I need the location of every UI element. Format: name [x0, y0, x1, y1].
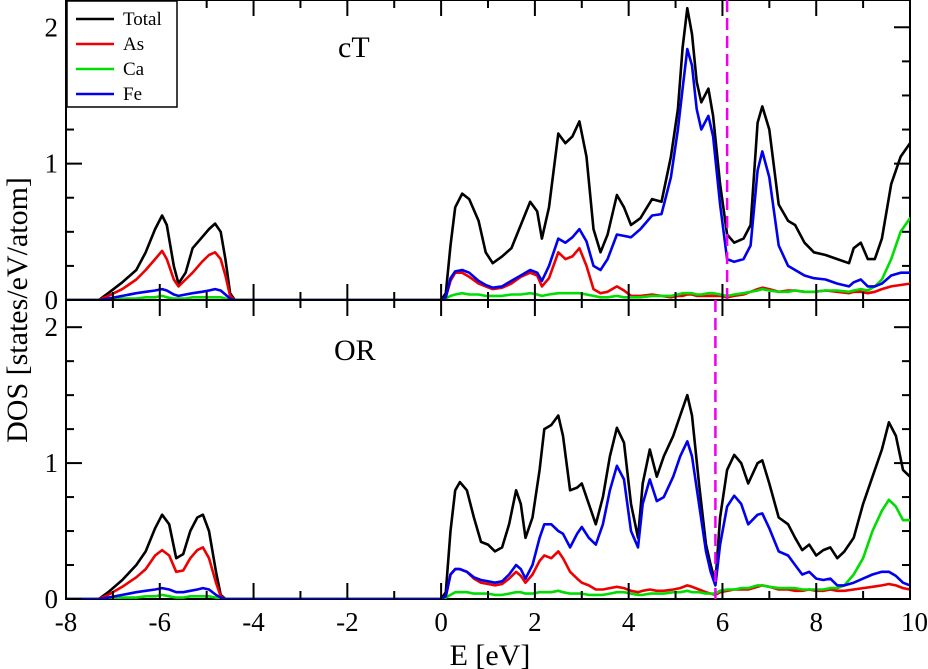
x-tick-label: -6: [149, 607, 172, 637]
x-tick-label: 4: [622, 607, 636, 637]
x-tick-label: -2: [336, 607, 359, 637]
y-tick-label: 1: [45, 149, 59, 179]
y-tick-label: 2: [45, 312, 59, 342]
series-line-or-fe: [66, 440, 910, 599]
legend-label-ca: Ca: [123, 59, 145, 80]
panel-label-ct: cT: [338, 31, 370, 64]
x-tick-label: 2: [528, 607, 542, 637]
panel-or: 0 1 2 OR: [45, 299, 911, 614]
series-line-ct-total: [66, 6, 910, 300]
panel-label-or: OR: [334, 334, 376, 367]
y-tick-label: 0: [45, 584, 59, 614]
series-line-or-as: [66, 546, 910, 599]
y-tick-label: 0: [45, 285, 59, 315]
x-tick-label: 6: [716, 607, 730, 637]
series-line-ct-fe: [66, 47, 910, 300]
legend-label-total: Total: [123, 9, 162, 30]
panel-ct: 0 1 2 cT: [45, 0, 911, 315]
x-tick-labels: -8 -6 -4 -2 0 2 4 6 8 10: [55, 607, 928, 637]
y-axis-title: DOS [states/eV/atom]: [1, 177, 34, 443]
x-tick-label: -4: [242, 607, 265, 637]
y-tick-label: 1: [45, 448, 59, 478]
series-line-or-total: [66, 393, 910, 599]
x-tick-label: -8: [55, 607, 78, 637]
legend-label-fe: Fe: [123, 84, 142, 105]
x-tick-label: 0: [434, 607, 448, 637]
legend: Total As Ca Fe: [66, 0, 178, 108]
x-tick-label: 8: [809, 607, 823, 637]
y-tick-label: 2: [45, 12, 59, 42]
series-line-or-ca: [66, 498, 910, 599]
x-tick-label: 10: [901, 607, 928, 637]
legend-label-as: As: [123, 34, 144, 55]
x-axis-title: E [eV]: [450, 639, 531, 669]
